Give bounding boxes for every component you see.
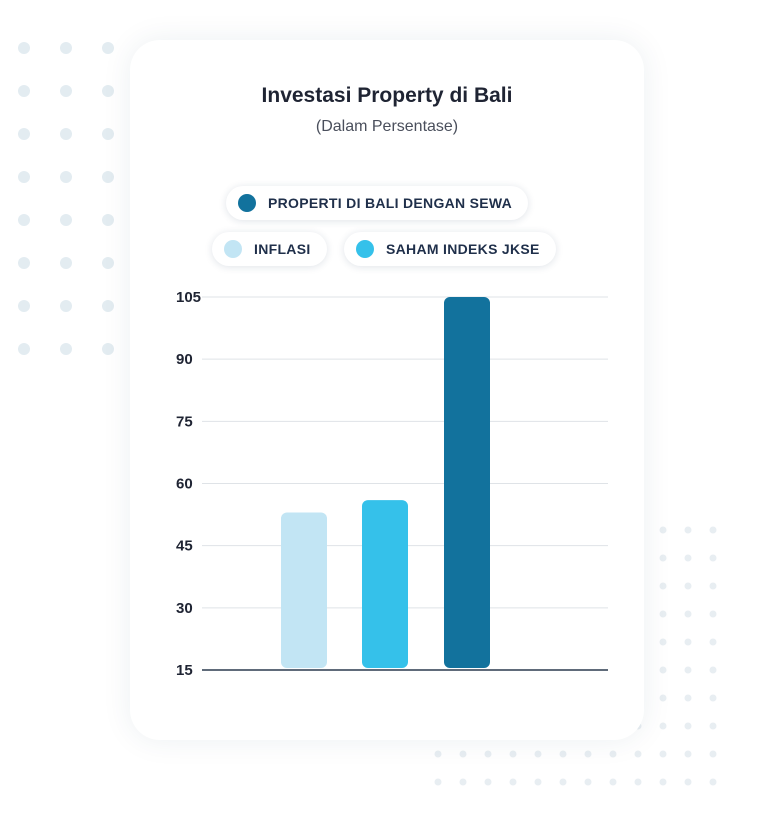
decorative-dot [102, 343, 114, 355]
decorative-dot [18, 171, 30, 183]
decorative-dot [18, 85, 30, 97]
decorative-dot [684, 778, 692, 786]
legend-swatch-saham [356, 240, 374, 258]
decorative-dot [559, 750, 567, 758]
decorative-dot [684, 638, 692, 646]
decorative-dot [102, 257, 114, 269]
y-tick-label: 75 [176, 413, 193, 430]
decorative-dot [709, 694, 717, 702]
decorative-dot [684, 666, 692, 674]
decorative-dot [459, 750, 467, 758]
decorative-dot [60, 214, 72, 226]
decorative-dot [634, 750, 642, 758]
decorative-dot [709, 526, 717, 534]
decorative-dot [659, 722, 667, 730]
legend-item-inflasi: INFLASI [212, 232, 327, 266]
decorative-dot [484, 750, 492, 758]
y-tick-label: 60 [176, 476, 193, 493]
decorative-dot [459, 778, 467, 786]
decorative-dot [534, 750, 542, 758]
decorative-dot [684, 722, 692, 730]
decorative-dot [18, 42, 30, 54]
legend-swatch-properti [238, 194, 256, 212]
decorative-dot [659, 666, 667, 674]
decorative-dot [60, 85, 72, 97]
bar-properti-di-bali-dengan-sewa [444, 297, 490, 668]
decorative-dot [709, 582, 717, 590]
y-tick-label: 15 [176, 662, 193, 679]
decorative-dot [60, 300, 72, 312]
decorative-dot [659, 638, 667, 646]
decorative-dot [659, 582, 667, 590]
decorative-dot [434, 778, 442, 786]
chart-card: Investasi Property di Bali (Dalam Persen… [130, 40, 644, 740]
chart-subtitle: (Dalam Persentase) [315, 118, 459, 135]
decorative-dot [684, 610, 692, 618]
decorative-dot [634, 778, 642, 786]
legend-item-properti: PROPERTI DI BALI DENGAN SEWA [226, 186, 529, 220]
bar-chart: 105 90 75 60 45 30 15 [176, 289, 608, 679]
decorative-dot [60, 128, 72, 140]
decorative-dot [102, 85, 114, 97]
decorative-dot [709, 554, 717, 562]
decorative-dot [60, 42, 72, 54]
decorative-dot [709, 750, 717, 758]
decorative-dot [60, 171, 72, 183]
legend-item-saham: SAHAM INDEKS JKSE [344, 232, 556, 266]
decorative-dot [659, 750, 667, 758]
decorative-dot [60, 257, 72, 269]
decorative-dot [18, 128, 30, 140]
decorative-dot [509, 778, 517, 786]
decorative-dot [584, 778, 592, 786]
decorative-dot [484, 778, 492, 786]
decorative-dot [659, 610, 667, 618]
decorative-dot [659, 694, 667, 702]
legend-swatch-inflasi [224, 240, 242, 258]
decorative-dot [18, 343, 30, 355]
decorative-dot [60, 343, 72, 355]
decorative-dot [684, 694, 692, 702]
decorative-dot [102, 128, 114, 140]
y-tick-label: 30 [176, 600, 193, 617]
decorative-dot [709, 722, 717, 730]
decorative-dot [584, 750, 592, 758]
decorative-dot [609, 750, 617, 758]
decorative-dot [102, 214, 114, 226]
legend-label-properti: PROPERTI DI BALI DENGAN SEWA [268, 195, 513, 211]
decorative-dot [18, 257, 30, 269]
decorative-dot [659, 778, 667, 786]
decorative-dot [18, 300, 30, 312]
y-tick-label: 90 [176, 351, 193, 368]
decorative-dot [102, 42, 114, 54]
decorative-dot [709, 610, 717, 618]
legend-label-saham: SAHAM INDEKS JKSE [386, 241, 540, 257]
decorative-dots-top-left [18, 42, 114, 355]
decorative-dot [102, 171, 114, 183]
decorative-dot [684, 526, 692, 534]
decorative-dot [709, 638, 717, 646]
bar-saham-indeks-jkse [362, 500, 408, 668]
y-tick-label: 105 [176, 289, 201, 306]
decorative-dot [509, 750, 517, 758]
y-tick-label: 45 [176, 538, 193, 555]
legend-label-inflasi: INFLASI [254, 241, 311, 257]
decorative-dot [684, 582, 692, 590]
decorative-dot [709, 666, 717, 674]
decorative-dot [709, 778, 717, 786]
chart-title: Investasi Property di Bali [261, 84, 513, 107]
decorative-dot [102, 300, 114, 312]
decorative-dot [609, 778, 617, 786]
decorative-dot [534, 778, 542, 786]
decorative-dot [434, 750, 442, 758]
bar-inflasi [281, 512, 327, 668]
decorative-dot [659, 526, 667, 534]
decorative-dots-top [140, 0, 340, 20]
decorative-dot [684, 554, 692, 562]
decorative-dot [684, 750, 692, 758]
decorative-dot [559, 778, 567, 786]
decorative-dot [18, 214, 30, 226]
decorative-dot [659, 554, 667, 562]
